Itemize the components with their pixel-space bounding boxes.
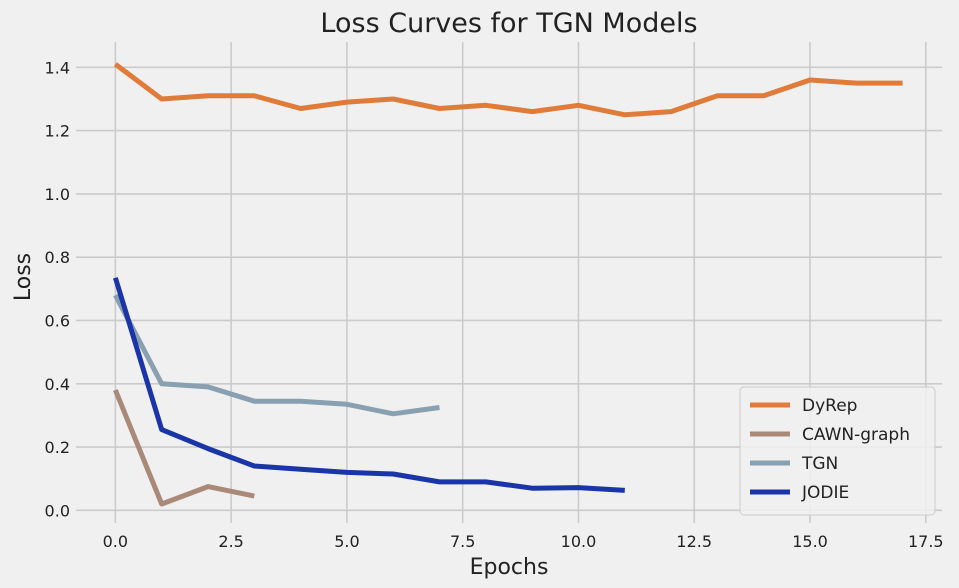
legend-box: [739, 386, 936, 516]
x-tick-label: 10.0: [561, 532, 597, 551]
x-tick-label: 5.0: [334, 532, 359, 551]
x-tick-label: 17.5: [908, 532, 944, 551]
x-tick-label: 7.5: [450, 532, 475, 551]
legend-label-dyrep: DyRep: [802, 396, 857, 416]
y-tick-label: 0.2: [45, 438, 70, 457]
ticks-layer: 0.0 2.5 5.0 7.5 10.0 12.5 15.0 17.5 0.0 0.2 0.4 0.6…: [45, 58, 944, 551]
y-tick-label: 0.6: [45, 311, 70, 330]
legend-label-jodie: JODIE: [801, 483, 849, 503]
series-line-cawn-graph: [113, 389, 255, 507]
series-line-jodie: [113, 277, 625, 493]
y-tick-label: 1.4: [45, 58, 70, 77]
y-axis-label: Loss: [11, 253, 36, 301]
y-tick-label: 0.0: [45, 501, 70, 520]
series-line-dyrep: [113, 62, 903, 118]
y-tick-label: 0.8: [45, 248, 70, 267]
legend: DyRep CAWN-graph TGN JODIE: [739, 386, 936, 516]
x-axis-label: Epochs: [470, 555, 549, 580]
series-layer: [113, 62, 903, 507]
y-tick-label: 1.2: [45, 122, 70, 141]
x-tick-label: 2.5: [218, 532, 243, 551]
y-tick-label: 1.0: [45, 185, 70, 204]
legend-label-cawn-graph: CAWN-graph: [802, 425, 910, 445]
x-tick-label: 15.0: [792, 532, 828, 551]
series-line-tgn: [113, 294, 440, 417]
legend-label-tgn: TGN: [801, 454, 838, 474]
chart-title: Loss Curves for TGN Models: [320, 8, 697, 39]
y-tick-label: 0.4: [45, 375, 70, 394]
x-tick-label: 0.0: [103, 532, 128, 551]
x-tick-label: 12.5: [676, 532, 712, 551]
